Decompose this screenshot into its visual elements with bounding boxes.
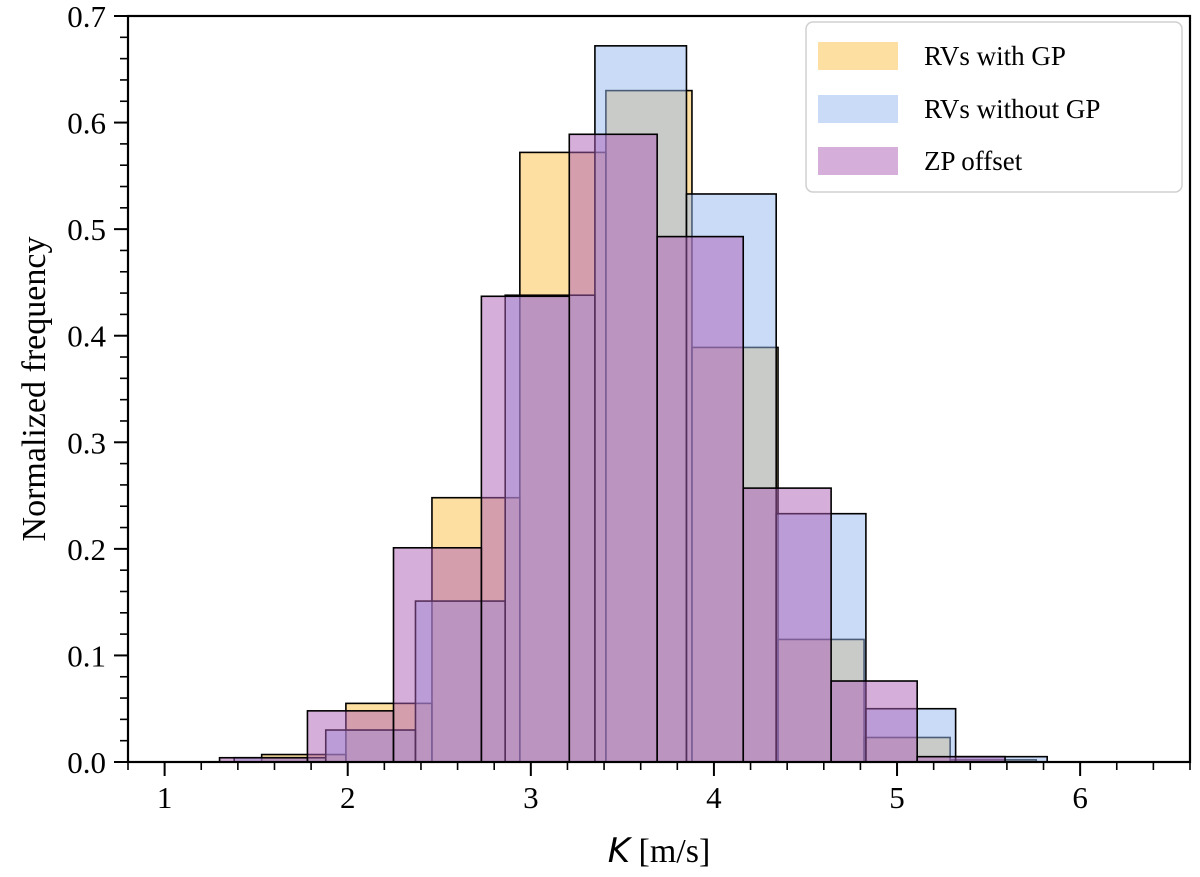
- y-tick-label: 0.6: [67, 106, 106, 141]
- legend-label-zp-offset: ZP offset: [924, 146, 1023, 176]
- legend-frame: [805, 21, 1183, 193]
- y-axis: 0.0 0.1 0.2 0.3 0.4 0.5 0.6 0.7: [67, 0, 128, 780]
- x-axis-unit: [m/s]: [630, 833, 710, 870]
- x-tick-label: 2: [340, 780, 356, 815]
- y-tick-label: 0.2: [67, 532, 106, 567]
- x-axis-title: K [m/s]: [608, 831, 711, 871]
- y-tick-label: 0.5: [67, 212, 106, 247]
- legend-swatch-zp-offset: [818, 147, 898, 175]
- y-tick-label: 0.1: [67, 638, 106, 673]
- x-axis: 1 2 3 4 5 6: [127, 762, 1191, 815]
- legend-swatch-rvs-with-gp: [818, 42, 898, 70]
- series-zp-offset: [218, 133, 1006, 762]
- x-axis-symbol: K: [608, 831, 633, 871]
- y-tick-label: 0.7: [67, 0, 106, 34]
- x-tick-label: 6: [1072, 780, 1088, 815]
- x-tick-label: 3: [523, 780, 539, 815]
- bar-zp-offset-2: [392, 546, 483, 762]
- legend: RVs with GP RVs without GP ZP offset: [805, 21, 1183, 193]
- y-tick-label: 0.3: [67, 425, 106, 460]
- y-tick-label: 0.4: [67, 319, 106, 354]
- bars-layer: [218, 45, 1048, 762]
- legend-label-rvs-without-gp: RVs without GP: [924, 94, 1100, 124]
- bar-zp-offset-6: [742, 487, 832, 762]
- bar-zp-offset-1: [306, 710, 395, 762]
- x-tick-label: 5: [889, 780, 905, 815]
- y-tick-label: 0.0: [67, 745, 106, 780]
- x-tick-label: 1: [157, 780, 173, 815]
- bar-zp-offset-8: [916, 755, 1006, 762]
- y-axis-title: Normalized frequency: [16, 237, 53, 542]
- bar-zp-offset-5: [656, 235, 745, 762]
- bar-zp-offset-3: [480, 295, 571, 762]
- bar-zp-offset-4: [568, 133, 658, 762]
- plot-frame: [126, 14, 1192, 764]
- x-tick-label: 4: [706, 780, 722, 815]
- legend-swatch-rvs-without-gp: [818, 95, 898, 123]
- bar-zp-offset-7: [830, 680, 918, 762]
- legend-label-rvs-with-gp: RVs with GP: [924, 41, 1066, 71]
